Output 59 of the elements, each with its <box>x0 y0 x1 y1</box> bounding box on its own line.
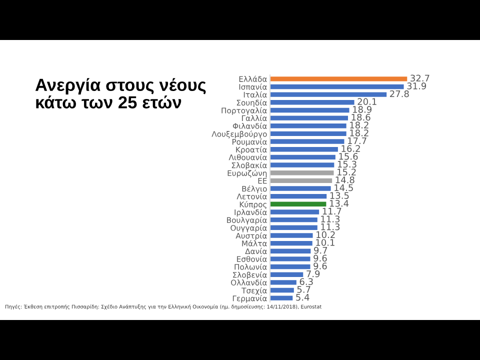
data-label: 11.3 <box>321 216 340 222</box>
bar <box>270 233 313 238</box>
bar <box>270 296 293 300</box>
bar <box>270 264 310 270</box>
data-label: 15.2 <box>338 168 356 176</box>
bar <box>270 194 327 199</box>
bar <box>270 139 344 144</box>
bar <box>270 186 331 191</box>
data-label: 11.7 <box>322 208 342 214</box>
data-label: 13.4 <box>330 200 349 207</box>
bar <box>270 248 311 254</box>
data-label: 18.2 <box>350 130 368 136</box>
data-label: 9.6 <box>314 254 327 262</box>
bar <box>270 256 310 262</box>
data-label: 14.5 <box>334 184 353 192</box>
data-label: 31.9 <box>407 82 426 90</box>
bar <box>270 147 338 152</box>
bar <box>270 124 346 128</box>
data-label: 9.6 <box>314 262 327 270</box>
bar <box>270 202 326 207</box>
data-label: 15.6 <box>339 152 358 160</box>
data-label: 20.1 <box>358 98 376 106</box>
data-label: 5.7 <box>297 286 310 293</box>
data-label: 10.1 <box>316 239 334 246</box>
data-label: 10.2 <box>316 231 335 238</box>
bar <box>270 280 296 285</box>
data-label: 7.9 <box>306 270 320 278</box>
bar <box>270 162 334 168</box>
bar <box>270 178 332 184</box>
data-label: 9.7 <box>314 246 328 254</box>
data-label: 18.6 <box>352 114 370 121</box>
bar <box>270 240 312 246</box>
bar <box>270 108 350 113</box>
data-label: 13.5 <box>330 192 349 199</box>
data-label: 17.7 <box>348 137 366 144</box>
bar <box>270 170 334 176</box>
data-label: 11.3 <box>321 223 340 230</box>
data-label: 18.2 <box>350 122 368 128</box>
bar <box>270 76 408 82</box>
bar <box>270 92 387 97</box>
data-label: 18.9 <box>353 106 372 113</box>
bar <box>270 100 354 105</box>
bar <box>270 272 304 277</box>
bar <box>270 84 404 90</box>
bar <box>270 154 336 160</box>
bar <box>270 288 294 293</box>
data-label: 27.8 <box>390 90 409 98</box>
bar <box>270 225 318 230</box>
data-label: 5.4 <box>296 294 310 301</box>
bar <box>270 116 348 120</box>
data-label: 15.3 <box>338 160 356 168</box>
bar <box>270 210 320 214</box>
text: Ανεργία στους νέους κάτω των 25 ετών <box>35 78 206 108</box>
data-label: 14.8 <box>336 176 354 184</box>
bar <box>270 131 346 136</box>
data-label: 32.7 <box>410 74 430 82</box>
data-label: 16.2 <box>342 145 360 152</box>
data-label: 6.3 <box>300 278 313 286</box>
bar <box>270 217 318 222</box>
